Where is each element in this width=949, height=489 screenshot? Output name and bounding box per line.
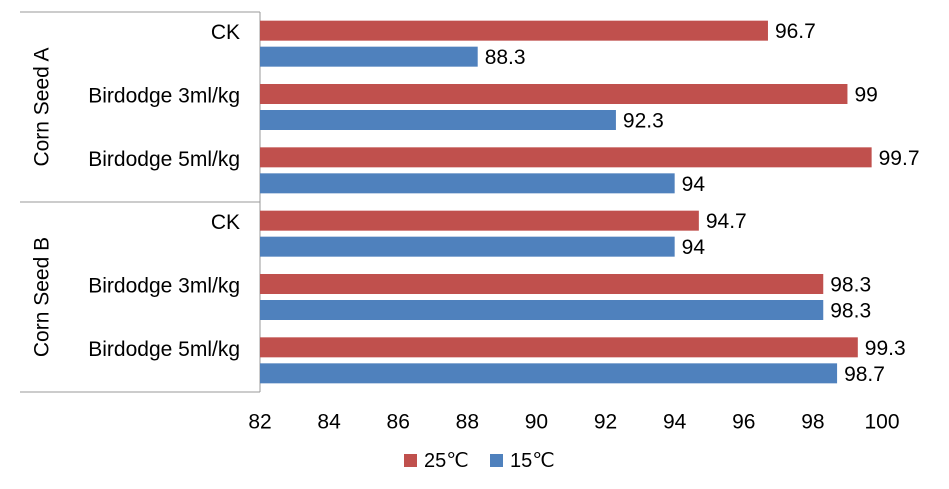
category-label: Birdodge 5ml/kg [88, 148, 240, 171]
bar-series-2 [260, 300, 824, 320]
data-label: 99 [854, 84, 877, 107]
x-tick-label: 88 [456, 411, 479, 434]
legend-label: 15℃ [510, 450, 555, 472]
category-label: Birdodge 5ml/kg [88, 338, 240, 361]
data-label: 88.3 [485, 46, 526, 69]
category-label: CK [211, 211, 240, 234]
chart-axes [20, 11, 261, 393]
x-tick-label: 90 [525, 411, 548, 434]
x-tick-labels: 82 84 86 88 90 92 94 96 98 100 [248, 411, 899, 434]
x-tick-label: 94 [663, 411, 687, 434]
bar-series-1 [260, 274, 824, 294]
x-tick-label: 98 [801, 411, 824, 434]
data-label: 94 [682, 236, 706, 259]
data-label: 94.7 [706, 210, 747, 233]
bar-series-1 [260, 210, 699, 231]
x-tick-label: 92 [594, 411, 617, 434]
bar-series-1 [260, 20, 768, 41]
chart-legend: 25℃ 15℃ [404, 450, 555, 472]
bar-series-2 [260, 236, 675, 257]
bar-series-1 [260, 337, 858, 358]
data-label: 96.7 [775, 20, 816, 43]
category-label: Birdodge 3ml/kg [88, 275, 240, 298]
data-label: 99.7 [879, 147, 920, 170]
bar-series-2 [260, 110, 616, 130]
bar-series-1 [260, 147, 872, 168]
x-tick-label: 82 [248, 411, 271, 434]
group-label: Corn Seed B [31, 237, 54, 357]
legend-swatch [490, 454, 503, 467]
data-label: 98.7 [844, 363, 885, 386]
group-label: Corn Seed A [31, 47, 54, 166]
category-labels: CK Birdodge 3ml/kg Birdodge 5ml/kg CK Birdod… [88, 21, 240, 361]
legend-label: 25℃ [424, 450, 469, 472]
data-label: 98.3 [830, 274, 871, 297]
bar-series-1 [260, 84, 848, 104]
x-tick-label: 86 [387, 411, 410, 434]
data-label: 94 [682, 173, 706, 196]
category-label: Birdodge 3ml/kg [88, 85, 240, 108]
category-label: CK [211, 21, 240, 44]
data-label: 92.3 [623, 110, 664, 133]
group-labels: Corn Seed A Corn Seed B [31, 47, 54, 357]
bar-series-2 [260, 363, 838, 384]
x-tick-label: 84 [317, 411, 341, 434]
x-tick-label: 96 [732, 411, 755, 434]
bar-series-2 [260, 173, 675, 194]
x-tick-label: 100 [864, 411, 899, 434]
data-label: 99.3 [865, 337, 906, 360]
data-label: 98.3 [830, 300, 871, 323]
chart-bars [260, 20, 872, 384]
legend-swatch [404, 454, 417, 467]
bar-series-2 [260, 46, 478, 67]
